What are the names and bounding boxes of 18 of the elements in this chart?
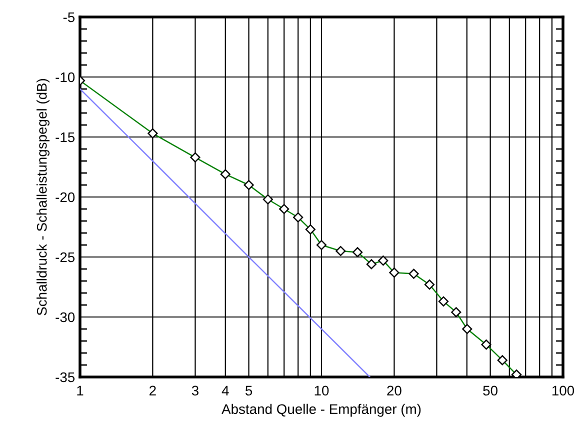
x-tick-label: 4 (222, 386, 229, 396)
y-tick-label: -25 (56, 252, 75, 262)
x-tick-label: 3 (192, 386, 198, 396)
x-tick-label: 1 (77, 386, 84, 396)
y-tick-label: -30 (56, 312, 75, 322)
x-tick-label: 10 (314, 386, 329, 396)
y-axis-title: Schalldruck - Schalleistungspegel (dB) (36, 78, 50, 316)
x-tick-label: 50 (483, 386, 498, 396)
y-tick-label: -20 (56, 192, 75, 202)
x-tick-label: 100 (552, 386, 574, 396)
x-tick-label: 2 (150, 386, 156, 396)
y-tick-label: -15 (56, 132, 75, 142)
y-tick-label: -35 (56, 372, 75, 382)
x-tick-label: 20 (387, 386, 402, 396)
x-tick-label: 5 (245, 386, 252, 396)
y-tick-label: -10 (56, 72, 75, 82)
y-tick-label: -5 (63, 12, 75, 22)
x-axis-title: Abstand Quelle - Empfänger (m) (222, 404, 421, 417)
